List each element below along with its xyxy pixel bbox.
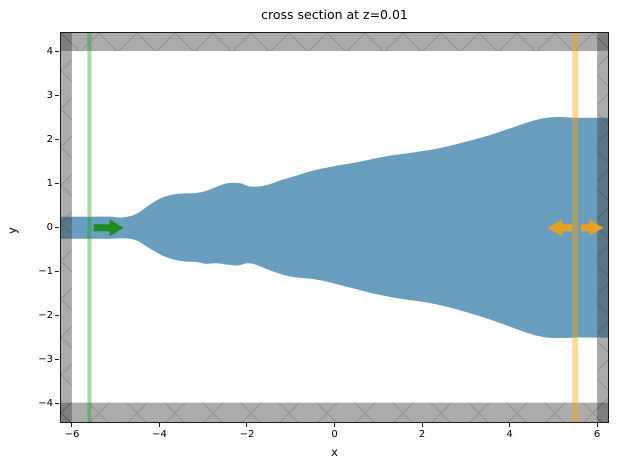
y-tick-label: −2 <box>38 310 53 322</box>
y-tick-label: 0 <box>46 222 53 234</box>
x-tick-mark <box>421 423 423 427</box>
y-tick-mark <box>55 139 59 141</box>
y-tick-label: 2 <box>46 134 53 146</box>
y-tick-mark <box>55 271 59 273</box>
x-tick-label: −2 <box>239 429 255 440</box>
y-tick-label: −3 <box>38 354 53 366</box>
x-tick-label: 2 <box>418 429 426 440</box>
x-tick-mark <box>71 423 73 427</box>
axes-area <box>60 32 609 423</box>
monitor-line <box>572 33 579 422</box>
x-tick-label: 6 <box>593 429 601 440</box>
x-tick-mark <box>246 423 248 427</box>
source-line <box>87 33 92 422</box>
y-tick-mark <box>55 359 59 361</box>
y-tick-label: 1 <box>46 178 53 190</box>
x-tick-label: −4 <box>152 429 167 440</box>
waveguide-cross-section <box>61 117 608 339</box>
x-tick-mark <box>158 423 160 427</box>
x-tick-label: 0 <box>331 429 338 440</box>
y-tick-label: 4 <box>46 46 53 58</box>
x-tick-label: −6 <box>64 429 80 440</box>
plot-title: cross section at z=0.01 <box>261 7 408 22</box>
pml-left-hatch <box>61 33 72 422</box>
x-tick-mark <box>334 423 335 427</box>
source-arrow <box>93 219 124 237</box>
y-tick-mark <box>55 51 59 53</box>
y-tick-mark <box>55 403 59 405</box>
monitor-arrow-left <box>548 219 573 237</box>
source-monitor-layer <box>87 33 604 422</box>
y-tick-mark <box>55 227 59 229</box>
waveguide-layer <box>61 117 608 339</box>
pml-top-hatch <box>61 33 608 51</box>
y-tick-mark <box>55 95 59 97</box>
x-tick-label: 4 <box>506 429 513 440</box>
monitor-arrow-right <box>580 219 604 237</box>
x-tick-mark <box>509 423 511 427</box>
pml-bottom-hatch <box>61 402 608 422</box>
x-axis-label: x <box>331 445 338 459</box>
y-tick-mark <box>55 183 59 185</box>
plot-canvas <box>61 33 608 422</box>
y-tick-label: 3 <box>46 90 53 102</box>
y-axis-label: y <box>5 227 19 234</box>
y-tick-label: −1 <box>38 266 53 278</box>
y-tick-mark <box>55 315 59 317</box>
x-tick-mark <box>596 423 598 427</box>
y-tick-label: −4 <box>38 398 53 410</box>
